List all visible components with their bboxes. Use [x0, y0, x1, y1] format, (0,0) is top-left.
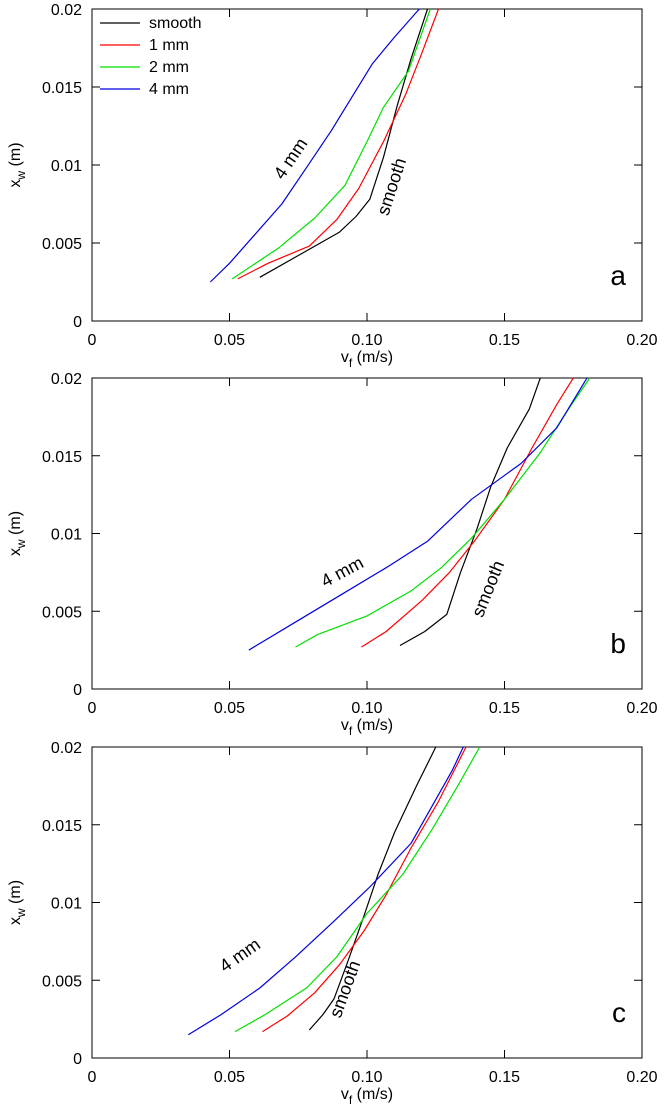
series-line-1-mm	[237, 8, 440, 280]
panel-letter: c	[612, 997, 626, 1028]
panel-a: 0 0.05 0.10 0.15 0.20 0 0.005 0.01 0.015 0.02 vf (…	[7, 2, 658, 370]
plot-frame	[91, 377, 643, 690]
legend: smooth 1 mm 2 mm 4 mm	[100, 15, 201, 98]
series-line-2-mm	[231, 8, 431, 280]
panel-letter: a	[610, 260, 626, 291]
y-tick-label: 0.01	[51, 158, 82, 175]
series-line-2-mm	[234, 746, 481, 1033]
series-line-smooth	[308, 746, 437, 1031]
x-tick-label: 0.05	[214, 332, 245, 349]
y-axis-label-unit: (m)	[7, 511, 24, 539]
x-tick-label: 0.20	[626, 700, 657, 717]
series-line-smooth	[399, 377, 541, 647]
y-tick-label: 0.02	[51, 740, 82, 757]
y-tick-label: 0.015	[42, 449, 82, 466]
series-line-smooth	[259, 8, 429, 278]
y-axis-label-main: x	[7, 548, 24, 556]
x-axis-label-subscript: f	[349, 356, 353, 370]
annotation-smooth: smooth	[373, 155, 410, 217]
y-axis-label-subscript: w	[14, 171, 28, 181]
x-axis-label: vf (m/s)	[341, 717, 393, 738]
series-line-2-mm	[295, 377, 591, 648]
x-tick-label: 0.20	[626, 1069, 657, 1086]
y-axis-label: xw (m)	[7, 880, 28, 925]
y-tick-label: 0	[73, 314, 82, 331]
annotation-4-mm: 4 mm	[216, 934, 264, 976]
x-axis-label-unit: (m/s)	[352, 349, 393, 366]
panel-c: 0 0.05 0.10 0.15 0.20 0 0.005 0.01 0.015 0.02 vf (…	[7, 740, 658, 1107]
x-tick-label: 0.05	[214, 700, 245, 717]
x-tick-label: 0.15	[489, 332, 520, 349]
legend-entry-label: 2 mm	[149, 59, 189, 76]
y-axis-label-unit: (m)	[7, 142, 24, 170]
x-axis-label-subscript: f	[349, 1093, 353, 1107]
x-tick-label: 0.10	[351, 700, 382, 717]
x-tick-label: 0	[88, 700, 97, 717]
panel-b: 0 0.05 0.10 0.15 0.20 0 0.005 0.01 0.015 0.02 vf (…	[7, 371, 658, 738]
annotation-smooth: smooth	[325, 958, 364, 1020]
x-axis-label-main: v	[341, 1086, 349, 1103]
y-axis-label-subscript: w	[14, 539, 28, 549]
x-tick-label: 0.10	[351, 332, 382, 349]
y-tick-label: 0.02	[51, 2, 82, 19]
x-tick-label: 0.10	[351, 1069, 382, 1086]
y-tick-label: 0.015	[42, 80, 82, 97]
y-tick-label: 0	[73, 1051, 82, 1068]
y-tick-label: 0.015	[42, 818, 82, 835]
annotation-4-mm: 4 mm	[318, 552, 367, 591]
x-axis-label-unit: (m/s)	[352, 1086, 393, 1103]
x-tick-label: 0.15	[489, 1069, 520, 1086]
x-tick-label: 0.15	[489, 700, 520, 717]
series-line-1-mm	[361, 377, 574, 648]
y-tick-label: 0	[73, 682, 82, 699]
y-tick-label: 0.02	[51, 371, 82, 388]
y-axis-label-subscript: w	[14, 908, 28, 918]
x-tick-label: 0	[88, 332, 97, 349]
y-tick-label: 0.01	[51, 896, 82, 913]
y-axis-label: xw (m)	[7, 511, 28, 556]
annotation-4-mm: 4 mm	[270, 134, 312, 182]
annotation-smooth: smooth	[468, 558, 509, 620]
legend-entry-label: 4 mm	[149, 81, 189, 98]
x-axis-label-unit: (m/s)	[352, 717, 393, 734]
y-tick-label: 0.005	[42, 604, 82, 621]
y-axis-label-main: x	[7, 917, 24, 925]
panel-letter: b	[610, 628, 626, 659]
x-axis-label-main: v	[341, 717, 349, 734]
y-tick-label: 0.01	[51, 527, 82, 544]
x-tick-label: 0.05	[214, 1069, 245, 1086]
series-line-1-mm	[262, 746, 467, 1033]
y-axis-label-main: x	[7, 180, 24, 188]
y-axis-label-unit: (m)	[7, 880, 24, 908]
series-line-4-mm	[248, 377, 588, 651]
plot-frame	[91, 746, 643, 1059]
series-line-4-mm	[209, 8, 420, 283]
x-axis-label: vf (m/s)	[341, 349, 393, 370]
plot-frame	[91, 8, 643, 322]
y-tick-label: 0.005	[42, 236, 82, 253]
y-tick-label: 0.005	[42, 973, 82, 990]
x-tick-label: 0.20	[626, 332, 657, 349]
x-axis-label-subscript: f	[349, 724, 353, 738]
x-tick-label: 0	[88, 1069, 97, 1086]
series-line-4-mm	[187, 746, 464, 1036]
legend-entry-label: smooth	[149, 15, 201, 32]
y-axis-label: xw (m)	[7, 142, 28, 187]
x-axis-label-main: v	[341, 349, 349, 366]
x-axis-label: vf (m/s)	[341, 1086, 393, 1107]
legend-entry-label: 1 mm	[149, 37, 189, 54]
